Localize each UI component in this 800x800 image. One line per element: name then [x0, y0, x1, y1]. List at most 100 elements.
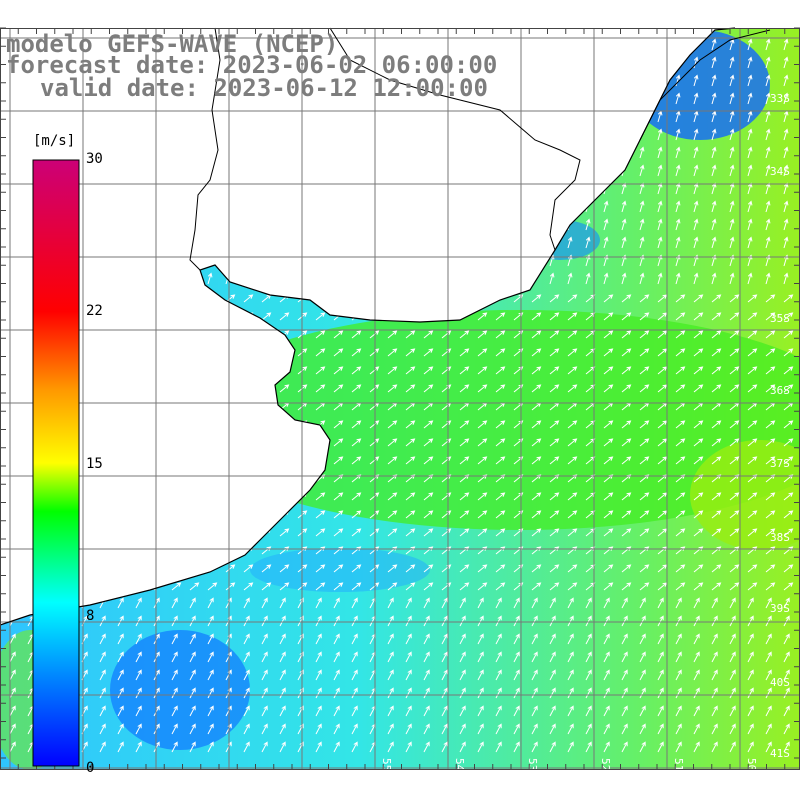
wind-arrow [27, 200, 33, 213]
wind-arrow [657, 597, 664, 609]
wind-arrow [657, 615, 664, 627]
wind-arrow [243, 200, 249, 213]
wind-arrow [315, 294, 326, 303]
wind-arrow [171, 146, 177, 159]
wind-arrow [459, 669, 466, 681]
wind-arrow [189, 272, 195, 285]
wind-arrow [315, 110, 321, 123]
wind-arrow [405, 564, 416, 573]
wind-arrow [459, 420, 470, 429]
wind-arrow [495, 164, 501, 177]
wind-arrow [783, 687, 790, 699]
wind-arrow [387, 633, 394, 645]
wind-arrow [99, 218, 105, 231]
wind-arrow [495, 236, 501, 249]
wind-arrow [27, 164, 33, 177]
wind-arrow [567, 366, 578, 375]
wind-arrow [99, 348, 110, 357]
wind-arrow [477, 164, 483, 177]
wind-arrow [711, 705, 718, 717]
wind-arrow [549, 56, 555, 69]
wind-arrow [549, 597, 556, 609]
wind-arrow [765, 272, 771, 285]
wind-arrow [783, 38, 789, 51]
wind-arrow [135, 456, 146, 465]
wind-arrow [189, 687, 196, 699]
wind-arrow [639, 564, 650, 573]
wind-arrow [135, 651, 142, 663]
wind-arrow [153, 312, 164, 321]
wind-arrow [405, 182, 411, 195]
wind-arrow [693, 651, 700, 663]
wind-arrow [459, 456, 470, 465]
wind-arrow [675, 705, 682, 717]
wind-arrow [495, 420, 506, 429]
wind-arrow [9, 92, 15, 105]
wind-arrow [423, 456, 434, 465]
wind-arrow [279, 669, 286, 681]
wind-arrow [405, 218, 411, 231]
wind-arrow [351, 218, 357, 231]
wind-arrow [117, 456, 128, 465]
wind-arrow [513, 146, 519, 159]
wind-arrow [63, 110, 69, 123]
wind-arrow [441, 723, 448, 735]
wind-arrow [315, 687, 322, 699]
wind-arrow [135, 564, 146, 573]
wind-arrow [423, 564, 434, 573]
wind-arrow [243, 348, 254, 357]
wind-arrow [729, 438, 740, 447]
wind-arrow [729, 182, 735, 195]
wind-arrow [567, 564, 578, 573]
wind-arrow [621, 615, 628, 627]
wind-arrow [549, 164, 555, 177]
wind-arrow [423, 236, 429, 249]
wind-arrow [117, 128, 123, 141]
wind-arrow [243, 294, 254, 303]
wind-arrow [765, 128, 771, 141]
wind-arrow [747, 128, 753, 141]
wind-arrow [675, 615, 682, 627]
wind-arrow [387, 582, 398, 591]
wind-arrow [585, 128, 591, 141]
wind-arrow [405, 330, 416, 339]
wind-arrow [279, 366, 290, 375]
wind-arrow [261, 200, 267, 213]
wind-arrow [153, 420, 164, 429]
wind-arrow [351, 384, 362, 393]
wind-arrow [351, 420, 362, 429]
wind-arrow [477, 200, 483, 213]
wind-arrow [657, 236, 663, 249]
wind-arrow [549, 633, 556, 645]
wind-arrow [531, 597, 538, 609]
wind-arrow [657, 669, 664, 681]
wind-arrow [783, 615, 790, 627]
wind-arrow [153, 384, 164, 393]
wind-arrow [495, 456, 506, 465]
wind-arrow [693, 312, 704, 321]
wind-arrow [783, 546, 794, 555]
wind-arrow [261, 510, 272, 519]
wind-arrow [441, 741, 448, 753]
wind-arrow [711, 384, 722, 393]
wind-arrow [423, 687, 430, 699]
wind-arrow [639, 218, 645, 231]
wind-arrow [99, 200, 105, 213]
wind-arrow [207, 330, 218, 339]
coastline [0, 27, 736, 626]
wind-arrow [369, 164, 375, 177]
wind-arrow [531, 456, 542, 465]
wind-arrow [333, 128, 339, 141]
wind-arrow [459, 546, 470, 555]
wind-arrow [477, 456, 488, 465]
wind-arrow [603, 330, 614, 339]
wind-arrow [783, 236, 789, 249]
wind-arrow [117, 218, 123, 231]
wind-arrow [765, 146, 771, 159]
wind-arrow [135, 348, 146, 357]
wind-arrow [711, 438, 722, 447]
wind-arrow [639, 723, 646, 735]
wind-arrow [531, 38, 537, 51]
wind-arrow [387, 492, 398, 501]
